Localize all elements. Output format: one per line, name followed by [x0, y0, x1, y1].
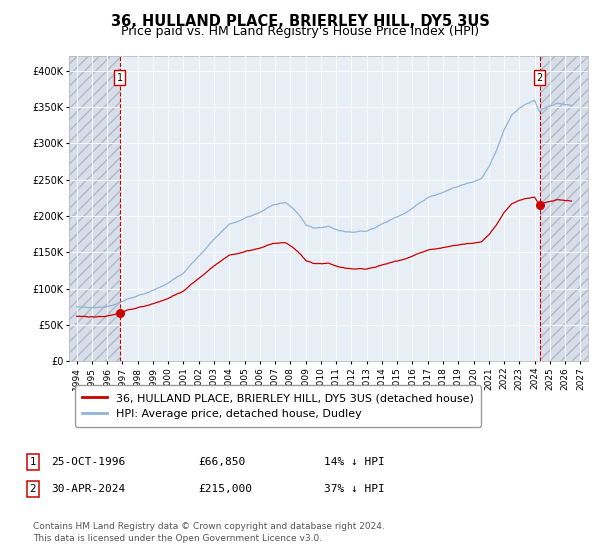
- Text: 2: 2: [536, 73, 543, 83]
- Bar: [539, 56, 588, 361]
- Text: 1: 1: [29, 457, 37, 467]
- Bar: [69, 56, 119, 361]
- Text: £66,850: £66,850: [198, 457, 245, 467]
- Text: Price paid vs. HM Land Registry's House Price Index (HPI): Price paid vs. HM Land Registry's House …: [121, 25, 479, 38]
- Text: 2: 2: [29, 484, 37, 494]
- Text: 14% ↓ HPI: 14% ↓ HPI: [324, 457, 385, 467]
- Text: Contains HM Land Registry data © Crown copyright and database right 2024.
This d: Contains HM Land Registry data © Crown c…: [33, 522, 385, 543]
- Text: 25-OCT-1996: 25-OCT-1996: [51, 457, 125, 467]
- Text: 36, HULLAND PLACE, BRIERLEY HILL, DY5 3US: 36, HULLAND PLACE, BRIERLEY HILL, DY5 3U…: [110, 14, 490, 29]
- Text: 1: 1: [116, 73, 122, 83]
- Legend: 36, HULLAND PLACE, BRIERLEY HILL, DY5 3US (detached house), HPI: Average price, : 36, HULLAND PLACE, BRIERLEY HILL, DY5 3U…: [74, 385, 481, 427]
- Text: 37% ↓ HPI: 37% ↓ HPI: [324, 484, 385, 494]
- Text: 30-APR-2024: 30-APR-2024: [51, 484, 125, 494]
- Text: £215,000: £215,000: [198, 484, 252, 494]
